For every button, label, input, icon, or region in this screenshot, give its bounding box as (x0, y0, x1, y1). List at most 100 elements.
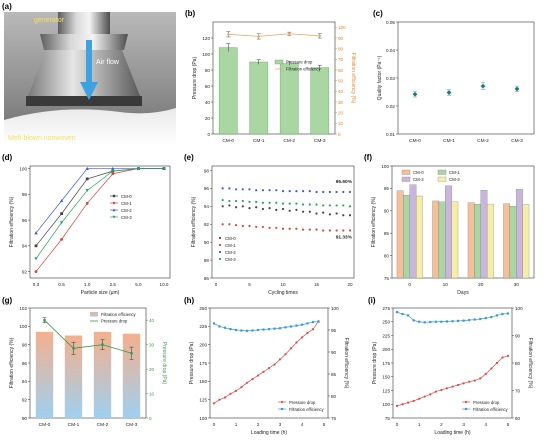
i-series-point-1 (462, 319, 465, 322)
f-bar-0 (467, 202, 475, 279)
g-left-tick-label: 98 (22, 342, 28, 347)
d-series-point-3 (85, 189, 89, 193)
e-point-3 (261, 201, 264, 204)
f-legend-swatch (401, 176, 411, 182)
i-y2-axis-title: Filtration efficiency (%) (527, 338, 533, 389)
e-point-0 (295, 208, 298, 212)
panel-letter-g: (g) (2, 296, 13, 305)
h-series-point-0 (267, 367, 271, 370)
f-bar-3 (522, 204, 530, 279)
b-efficiency-line (228, 33, 320, 37)
d-series-line-0 (35, 168, 164, 247)
d-left-tick-label: 92 (22, 269, 28, 274)
d-x-tick-label: 0.5 (58, 282, 65, 287)
i-left-tick-label: 275 (382, 306, 390, 311)
d-series-line-2 (35, 168, 164, 234)
e-point-0 (261, 207, 264, 211)
e-point-0 (322, 211, 325, 214)
d-x-tick-label: 2.5 (110, 282, 117, 287)
i-series-point-1 (395, 311, 399, 314)
c-left-tick-label: 0.01 (386, 132, 395, 137)
g-left-tick-label: 96 (22, 361, 28, 366)
d-x-axis-title: Particle size (μm) (81, 290, 120, 296)
e-left-tick-label: 94 (204, 204, 210, 209)
h-series-point-0 (295, 341, 298, 344)
e-point-2 (348, 190, 352, 194)
i-series-point-0 (468, 380, 471, 383)
i-legend-marker (464, 400, 468, 404)
g-legend-swatch-bar (90, 312, 98, 317)
i-left-tick-label: 150 (382, 375, 390, 380)
h-series-point-1 (295, 324, 298, 327)
e-point-0 (255, 206, 258, 209)
e-point-0 (235, 206, 238, 209)
e-point-2 (221, 187, 224, 190)
e-point-3 (348, 205, 352, 208)
e-legend-marker (218, 257, 222, 261)
f-legend-label: CM-2 (413, 177, 424, 182)
h-series-point-0 (229, 392, 232, 395)
f-legend-swatch (401, 169, 411, 175)
e-point-3 (241, 199, 244, 203)
i-right-tick-label: 90 (515, 333, 521, 338)
e-x-tick-label: 10 (280, 282, 286, 287)
h-right-tick-label: 80 (331, 394, 337, 399)
d-legend-marker (112, 208, 116, 212)
i-series-point-0 (456, 383, 460, 387)
h-series-point-0 (289, 347, 293, 350)
h-series-point-0 (306, 331, 309, 335)
h-series-point-1 (306, 322, 309, 325)
e-x-tick-label: 15 (314, 282, 320, 287)
h-legend-label: Pressure drop (289, 400, 316, 405)
b-right-tick-label: 20 (338, 110, 344, 115)
g-pressure-line (44, 319, 132, 354)
e-point-1 (308, 228, 311, 231)
h-series-point-0 (240, 386, 243, 389)
d-series-point-0 (85, 177, 89, 181)
e-point-2 (275, 189, 278, 192)
g-right-tick-label: 30 (149, 342, 155, 347)
d-x-tick-label: 10.0 (160, 282, 169, 287)
e-point-1 (275, 226, 278, 229)
h-series-point-1 (245, 329, 249, 332)
e-point-0 (315, 212, 318, 215)
b-right-tick-label: 50 (338, 78, 344, 83)
i-x-tick-label: 5 (507, 422, 510, 427)
i-right-tick-label: 60 (515, 416, 521, 421)
e-left-tick-label: 98 (204, 168, 210, 173)
i-series-point-0 (434, 390, 437, 393)
b-left-tick-label: 0 (207, 132, 210, 137)
generator-rim (26, 96, 142, 106)
h-series-point-1 (311, 320, 315, 324)
f-bar-2 (409, 184, 417, 279)
g-x-tick-label: CM-0 (39, 422, 51, 428)
i-legend-marker (464, 407, 468, 411)
plot-frame-d (29, 165, 171, 279)
i-left-tick-label: 200 (382, 347, 390, 352)
c-left-tick-label: 0.03 (386, 76, 395, 81)
f-legend-swatch (437, 176, 447, 182)
h-series-point-1 (240, 329, 243, 332)
e-point-1 (335, 229, 338, 232)
h-series-point-1 (317, 320, 320, 323)
d-left-tick-label: 94 (22, 244, 28, 249)
b-right-tick-label: 10 (338, 121, 344, 126)
i-x-axis-title: Loading time (h) (434, 430, 470, 436)
e-point-1 (235, 224, 238, 227)
e-point-3 (322, 204, 325, 207)
e-point-1 (315, 228, 318, 231)
i-series-point-0 (418, 397, 421, 400)
i-series-point-0 (473, 379, 476, 382)
d-x-tick-label: 0.3 (33, 282, 40, 287)
b-right-tick-label: 100 (338, 25, 346, 30)
i-series-line-0 (396, 355, 509, 407)
h-series-point-0 (273, 363, 276, 366)
d-series-point-3 (111, 169, 115, 173)
generator-cone (28, 50, 140, 96)
h-series-point-1 (256, 328, 260, 332)
h-series-point-0 (245, 381, 249, 384)
g-pressure-point (101, 343, 104, 346)
g-left-tick-label: 102 (19, 306, 27, 311)
d-left-tick-label: 98 (22, 192, 28, 197)
c-left-tick-label: 0.02 (386, 104, 395, 109)
